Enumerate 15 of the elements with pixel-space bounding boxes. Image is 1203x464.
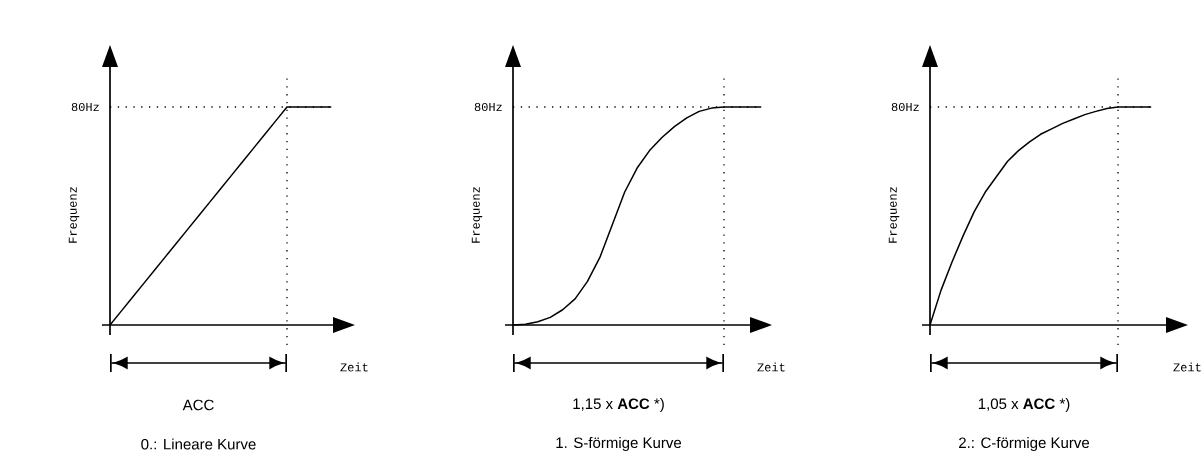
y-axis-title: Frequenz (471, 187, 483, 243)
x-axis-title: Zeit (340, 362, 368, 372)
text: ACC (182, 399, 214, 411)
text: 0.: Lineare Kurve (141, 438, 256, 450)
x-axis-title: Zeit (757, 362, 785, 372)
ref-line-label: 80Hz (474, 102, 502, 112)
y-axis-title: Frequenz (888, 187, 900, 243)
text: 1,05 x ACC *) (978, 398, 1070, 412)
ref-line-label: 80Hz (71, 102, 99, 112)
text: 1,15 x ACC *) (573, 398, 664, 412)
text: 1. S-förmige Kurve (556, 437, 682, 451)
ref-line-label: 80Hz (891, 102, 919, 112)
text: 2.: C-förmige Kurve (959, 437, 1090, 451)
y-axis-title: Frequenz (68, 187, 80, 243)
x-axis-title: Zeit (1173, 362, 1201, 372)
